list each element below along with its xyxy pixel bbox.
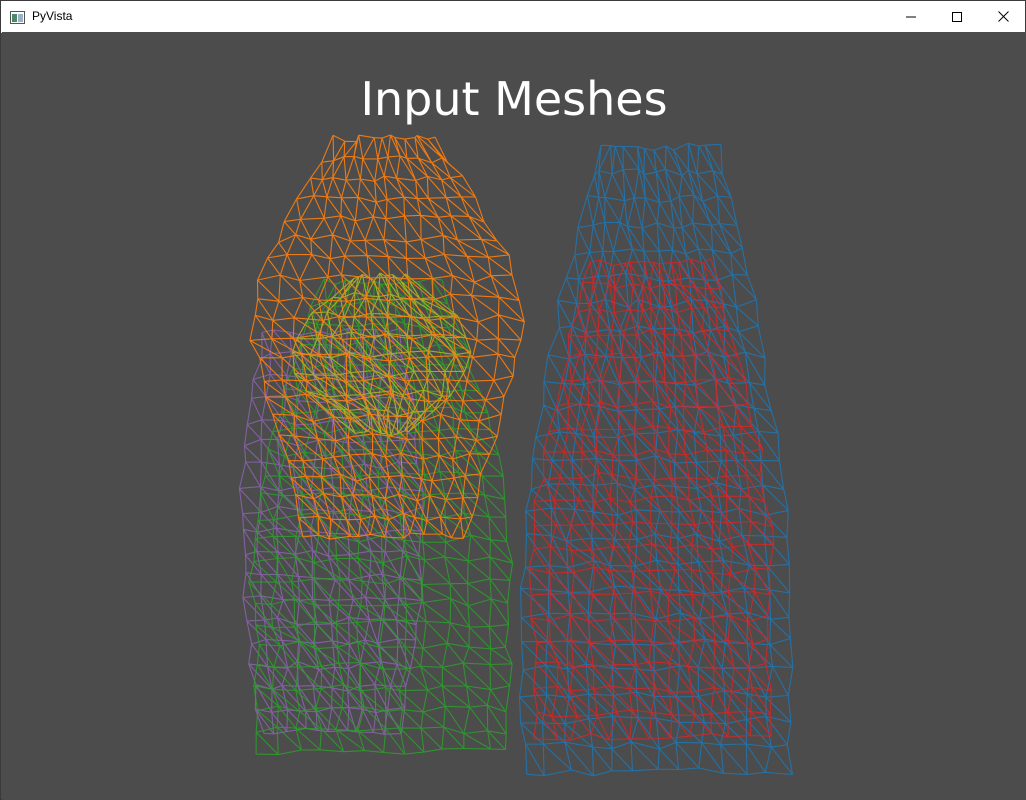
window-title: PyVista bbox=[32, 9, 73, 23]
olive-mesh-wireframe bbox=[292, 272, 472, 437]
red-mesh bbox=[528, 257, 775, 741]
close-icon bbox=[997, 11, 1009, 22]
plot-title: Input Meshes bbox=[360, 72, 668, 126]
orange-mesh-wireframe bbox=[249, 134, 525, 540]
olive-mesh bbox=[292, 272, 472, 437]
blue-mesh bbox=[518, 142, 794, 777]
close-button[interactable] bbox=[980, 1, 1026, 32]
orange-mesh bbox=[249, 134, 525, 540]
minimize-icon bbox=[906, 12, 916, 22]
green-mesh-wireframe bbox=[248, 278, 514, 756]
title-bar[interactable]: PyVista bbox=[1, 1, 1025, 33]
red-mesh-wireframe bbox=[528, 257, 775, 741]
green-mesh bbox=[248, 278, 514, 756]
minimize-button[interactable] bbox=[888, 1, 934, 32]
mesh-scene[interactable] bbox=[2, 32, 1026, 800]
maximize-icon bbox=[952, 11, 962, 22]
blue-mesh-wireframe bbox=[518, 142, 794, 777]
render-viewport[interactable]: Input Meshes bbox=[2, 32, 1026, 800]
maximize-button[interactable] bbox=[934, 1, 980, 32]
pyvista-app-icon bbox=[10, 9, 25, 24]
